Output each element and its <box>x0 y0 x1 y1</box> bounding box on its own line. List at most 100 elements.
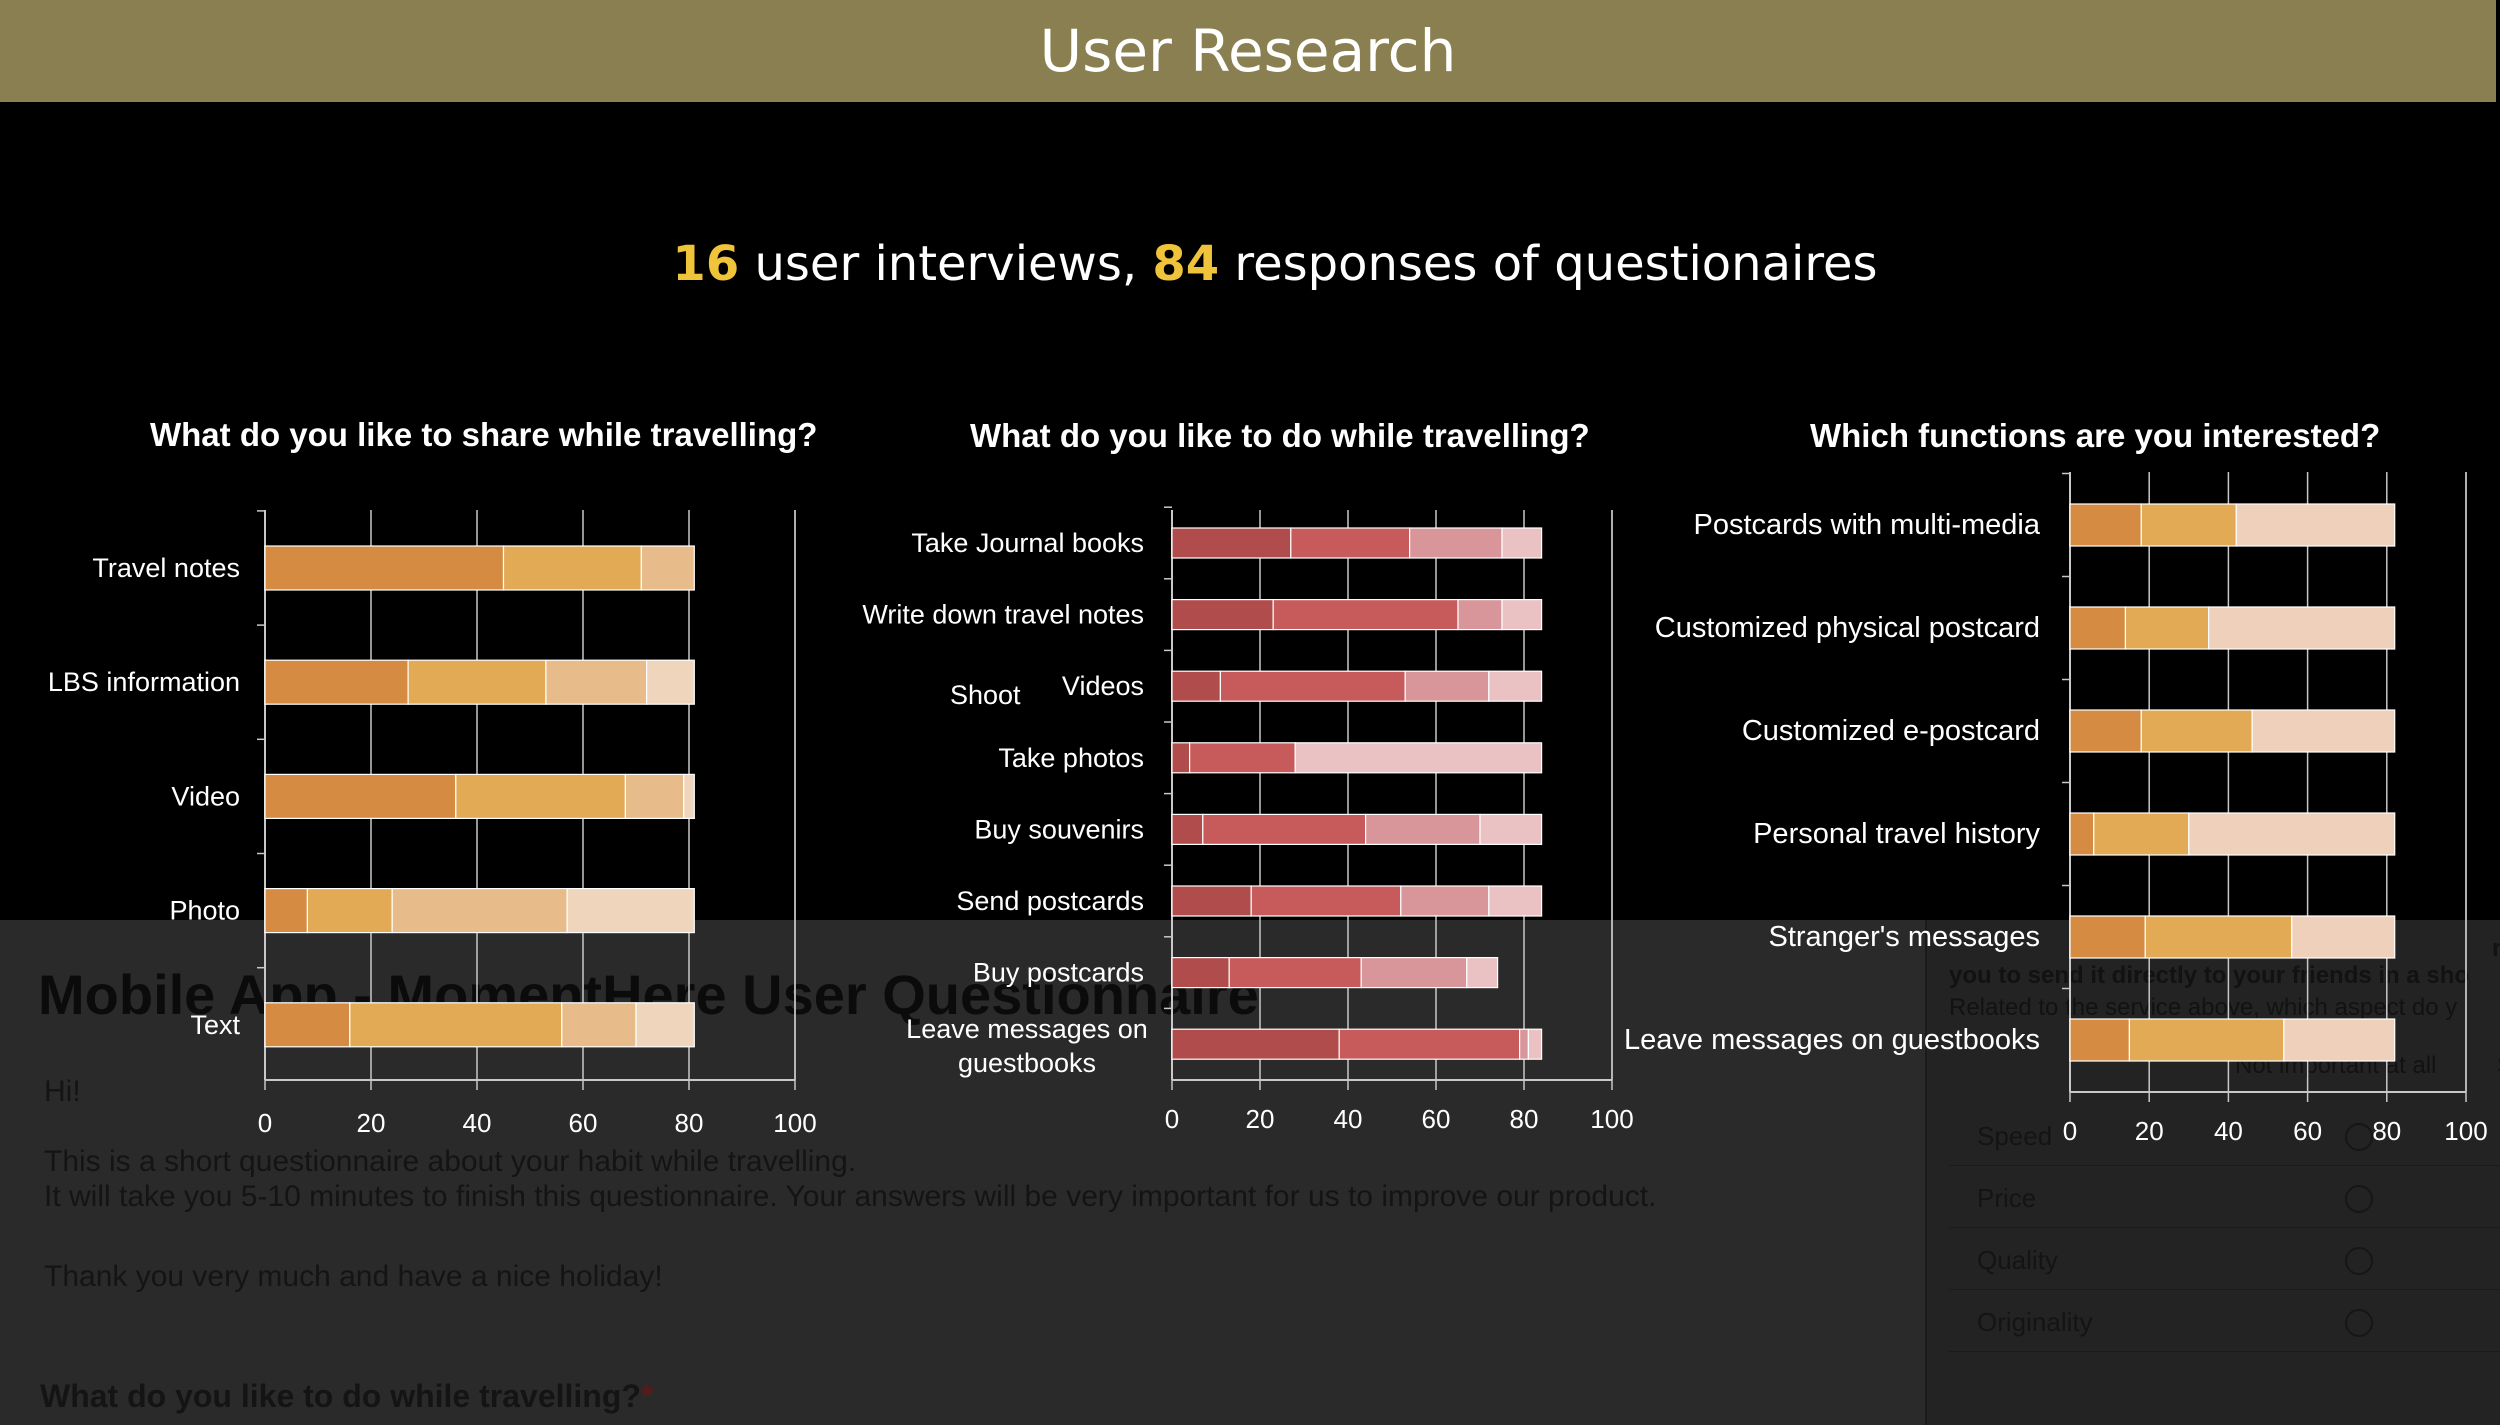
x-tick-label: 20 <box>1246 1104 1275 1134</box>
radio-button[interactable] <box>2345 1123 2373 1151</box>
responses-text: responses of questionaires <box>1234 236 1878 292</box>
bar-segment <box>264 659 409 705</box>
questionnaire-form-background: mise yo you to send it directly to your … <box>1925 920 2500 1425</box>
bar-segment <box>683 773 695 820</box>
bar-segment <box>407 659 547 705</box>
bar-segment <box>349 1002 563 1048</box>
required-mark: * <box>640 1378 654 1414</box>
form-question-line-2: you to send it directly to your friends … <box>1949 962 2470 989</box>
questionnaire-intro-line-2: It will take you 5-10 minutes to finish … <box>44 1180 1657 1213</box>
category-label: Text <box>190 1010 240 1040</box>
radio-button[interactable] <box>2345 1185 2373 1213</box>
page-title: User Research <box>1039 17 1457 85</box>
bar-segment <box>1457 598 1503 631</box>
bar-segment <box>2093 812 2190 856</box>
bar-segment <box>1338 1028 1521 1060</box>
x-tick-label: 20 <box>357 1108 386 1138</box>
bar-segment <box>2208 606 2396 650</box>
bar-segment <box>1250 885 1402 917</box>
bar-segment <box>2128 1018 2285 1062</box>
chart-title-share: What do you like to share while travelli… <box>150 416 818 453</box>
form-option-row[interactable]: Originality <box>1949 1291 2500 1352</box>
category-label: Leave messages on guestbooks <box>906 1014 1148 1078</box>
category-label: Customized e-postcard <box>1742 715 2040 747</box>
chart-title-do: What do you like to do while travelling? <box>970 417 1590 454</box>
stacked-bar-chart-1: 0 20 40 60 80 100 Take Journal books Write down… <box>862 506 1634 1134</box>
bar-segment <box>1171 956 1230 989</box>
x-tick-label: 80 <box>2372 1116 2401 1146</box>
category-label: Video <box>171 781 240 811</box>
category-label: Videos <box>1062 671 1144 701</box>
bar-segment <box>455 773 626 820</box>
bar-segment <box>1364 813 1481 846</box>
x-tick-label: 100 <box>2444 1116 2487 1146</box>
form-option-row[interactable]: Quality <box>1949 1229 2500 1290</box>
bar-segment <box>264 887 309 934</box>
bar-segment <box>1466 956 1499 989</box>
category-label: Postcards with multi-media <box>1694 509 2041 541</box>
bar-segment <box>1228 956 1362 989</box>
questionnaire-intro-line-1: This is a short questionnaire about your… <box>44 1145 857 1178</box>
category-label: Personal travel history <box>1753 818 2040 850</box>
interviews-count: 16 <box>672 236 740 292</box>
bar-segment <box>635 1002 695 1048</box>
bar-segment <box>264 545 505 591</box>
bar-segment <box>1408 527 1503 559</box>
bar-segment <box>502 545 642 591</box>
bar-segment <box>1518 1028 1529 1060</box>
bar-segment <box>1171 527 1292 559</box>
form-option-row[interactable]: Speed <box>1949 1105 2500 1166</box>
stacked-bar-chart-2: 0 20 40 60 80 100 Postcards with multi-media Cu… <box>1624 472 2488 1146</box>
questionnaire-thanks: Thank you very much and have a nice holi… <box>44 1260 663 1293</box>
bar-segment <box>1219 670 1406 702</box>
bar-segment <box>1488 670 1543 702</box>
bar-segment <box>264 773 457 820</box>
bar-segment <box>2124 606 2210 650</box>
summary-line: 16 user interviews, 84 responses of ques… <box>0 236 2500 292</box>
category-label: Customized physical postcard <box>1655 612 2040 644</box>
bar-segment <box>1479 813 1543 846</box>
category-label: Leave messages on guestbooks <box>1624 1024 2040 1056</box>
x-tick-label: 0 <box>1165 1104 1179 1134</box>
bar-segment <box>2069 709 2142 753</box>
category-label: Buy postcards <box>973 958 1144 988</box>
x-tick-label: 80 <box>675 1108 704 1138</box>
bar-segment <box>624 773 685 820</box>
x-tick-label: 40 <box>463 1108 492 1138</box>
category-label: Stranger's messages <box>1769 921 2041 953</box>
bar-segment <box>1171 813 1204 846</box>
bar-segment <box>1400 885 1490 917</box>
questionnaire-question: What do you like to do while travelling?… <box>40 1378 654 1414</box>
bar-segment <box>306 887 393 934</box>
bar-segment <box>1294 742 1543 774</box>
bar-segment <box>1501 598 1543 631</box>
bar-segment <box>2144 915 2293 959</box>
bar-segment <box>2283 1018 2396 1062</box>
category-label: Send postcards <box>956 886 1144 916</box>
category-label: Buy souvenirs <box>974 814 1144 844</box>
category-label: Take photos <box>998 743 1144 773</box>
radio-button[interactable] <box>2345 1247 2373 1275</box>
bar-segment <box>1527 1028 1543 1060</box>
bar-segment <box>1171 885 1252 917</box>
form-option-row[interactable]: Price <box>1949 1167 2500 1228</box>
bar-segment <box>391 887 568 934</box>
x-tick-label: 20 <box>2135 1116 2164 1146</box>
interviews-text: user interviews, <box>754 236 1138 292</box>
bar-segment <box>2140 503 2237 547</box>
bar-segment <box>2291 915 2396 959</box>
bar-segment <box>566 887 695 934</box>
category-label: Photo <box>169 896 240 926</box>
bar-segment <box>2235 503 2396 547</box>
x-tick-label: 100 <box>773 1108 816 1138</box>
bar-segment <box>545 659 648 705</box>
x-tick-label: 40 <box>2214 1116 2243 1146</box>
form-scale-label-tail: S <box>2497 1052 2500 1080</box>
questionnaire-greeting: Hi! <box>44 1075 81 1108</box>
bar-segment <box>1171 670 1222 702</box>
radio-button[interactable] <box>2345 1309 2373 1337</box>
bar-segment <box>2069 503 2142 547</box>
bar-segment <box>1360 956 1468 989</box>
bar-segment <box>645 659 695 705</box>
x-tick-label: 80 <box>1510 1104 1539 1134</box>
